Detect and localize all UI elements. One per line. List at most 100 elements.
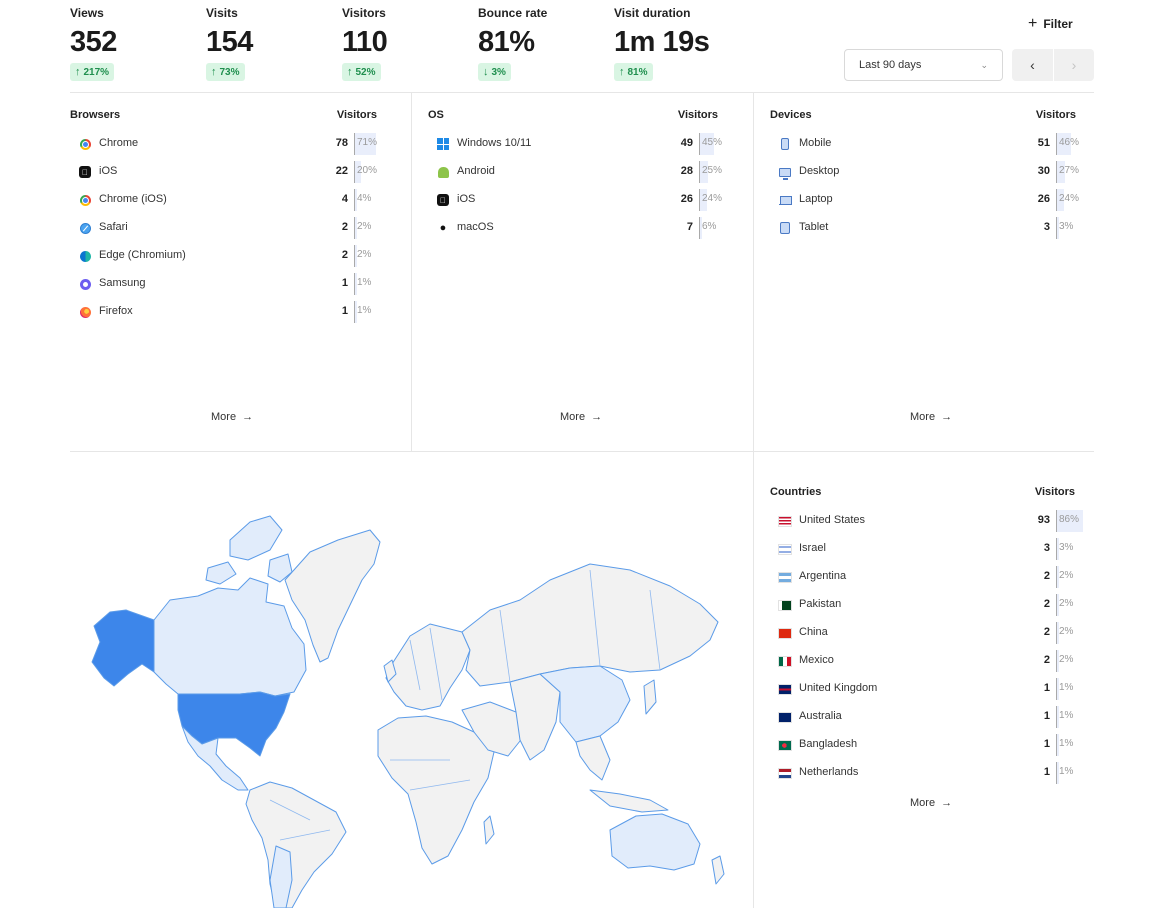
item-label: Mobile [799, 137, 832, 149]
list-item[interactable]: Pakistan 2 2% [770, 591, 1086, 619]
samsung-icon [78, 277, 92, 291]
metric-value: 154 [206, 26, 253, 58]
item-value: 2 [1043, 626, 1050, 638]
percent-bar [700, 133, 714, 155]
list-item[interactable]: Australia 1 1% [770, 703, 1086, 731]
list-item[interactable]: Safari 2 2% [70, 214, 384, 242]
filter-button[interactable]: + Filter [1028, 14, 1088, 34]
item-value: 4 [341, 193, 348, 205]
list-item[interactable]: Bangladesh 1 1% [770, 731, 1086, 759]
item-value: 22 [335, 165, 348, 177]
item-label: Firefox [99, 305, 133, 317]
arrow-right-icon: → [242, 411, 254, 423]
percent-bar [355, 133, 376, 155]
world-map[interactable] [70, 460, 744, 908]
item-label: Chrome (iOS) [99, 193, 167, 205]
arrow-up-icon: ↑ [75, 66, 81, 78]
list-item[interactable]: Android 28 25% [428, 158, 729, 186]
more-label: More [560, 411, 586, 423]
bangladesh-flag-icon [778, 738, 792, 752]
metric-visitors[interactable]: Visitors 110 ↑ 52% [342, 6, 388, 81]
item-value: 2 [1043, 570, 1050, 582]
item-percent: 46% [1059, 137, 1080, 148]
list-item[interactable]:  iOS 26 24% [428, 186, 729, 214]
percent-bar-track [699, 133, 729, 155]
list-item[interactable]: United States 93 86% [770, 507, 1086, 535]
percent-bar [355, 189, 357, 211]
percent-bar-track [1056, 622, 1086, 644]
metric-change-value: 81% [627, 66, 648, 78]
divider [753, 93, 754, 908]
windows-icon [436, 137, 450, 151]
list-item[interactable]: Mobile 51 46% [770, 130, 1086, 158]
list-item[interactable]: Chrome 78 71% [70, 130, 384, 158]
date-range-select[interactable]: Last 90 days ⌄ [844, 49, 1003, 81]
metric-bounce-rate[interactable]: Bounce rate 81% ↓ 3% [478, 6, 547, 81]
map-region-mexico [181, 725, 249, 791]
map-region-alaska [91, 609, 155, 687]
list-item[interactable]: Tablet 3 3% [770, 214, 1086, 242]
metric-visit-duration[interactable]: Visit duration 1m 19s ↑ 81% [614, 6, 710, 81]
percent-bar-track [1056, 510, 1086, 532]
devices-list: Mobile 51 46% Desktop 30 27% Laptop 26 24% Tablet… [770, 130, 1086, 242]
list-item[interactable]: Chrome (iOS) 4 4% [70, 186, 384, 214]
list-item[interactable]: Desktop 30 27% [770, 158, 1086, 186]
map-region-arctic-islands [205, 561, 237, 585]
percent-bar-track [354, 161, 384, 183]
list-item[interactable]: Windows 10/11 49 45% [428, 130, 729, 158]
metric-value: 110 [342, 26, 388, 58]
item-percent: 2% [1059, 570, 1074, 581]
metric-change-badge: ↑ 73% [206, 63, 245, 81]
metric-label: Views [70, 6, 104, 20]
percent-bar [355, 245, 357, 267]
arrow-right-icon: → [941, 797, 953, 809]
arrow-right-icon: → [591, 411, 603, 423]
item-percent: 1% [1059, 710, 1074, 721]
list-item[interactable]: United Kingdom 1 1% [770, 675, 1086, 703]
browsers-more-link[interactable]: More → [211, 411, 253, 423]
percent-bar-track [1056, 217, 1086, 239]
list-item[interactable]: Israel 3 3% [770, 535, 1086, 563]
list-item[interactable]: China 2 2% [770, 619, 1086, 647]
list-item[interactable]: Netherlands 1 1% [770, 759, 1086, 787]
metric-change-badge: ↓ 3% [478, 63, 511, 81]
item-label: United Kingdom [799, 682, 878, 694]
metric-visits[interactable]: Visits 154 ↑ 73% [206, 6, 253, 81]
list-item[interactable]: Edge (Chromium) 2 2% [70, 242, 384, 270]
previous-period-button[interactable]: ‹ [1012, 49, 1053, 81]
panel-metric-label: Visitors [677, 109, 718, 121]
map-region-greenland [284, 529, 381, 663]
list-item[interactable]: Laptop 26 24% [770, 186, 1086, 214]
percent-bar [355, 273, 357, 295]
percent-bar [355, 161, 361, 183]
laptop-icon [778, 193, 792, 207]
countries-more-link[interactable]: More → [910, 797, 952, 809]
filter-label: Filter [1043, 17, 1073, 31]
item-percent: 1% [1059, 682, 1074, 693]
list-item[interactable]: Samsung 1 1% [70, 270, 384, 298]
argentina-flag-icon [778, 570, 792, 584]
percent-bar-track [354, 189, 384, 211]
world-map-svg [91, 515, 725, 908]
metric-views[interactable]: Views 352 ↑ 217% [70, 6, 117, 81]
arrow-up-icon: ↑ [211, 66, 217, 78]
next-period-button[interactable]: › [1053, 49, 1094, 81]
metric-label: Visit duration [614, 6, 691, 20]
desktop-icon [778, 165, 792, 180]
list-item[interactable]: Argentina 2 2% [770, 563, 1086, 591]
ios-icon:  [78, 165, 92, 179]
map-region-south-america [245, 781, 347, 908]
list-item[interactable]: Firefox 1 1% [70, 298, 384, 326]
percent-bar-track [1056, 762, 1086, 784]
arrow-down-icon: ↓ [483, 66, 489, 78]
percent-bar [1057, 762, 1059, 784]
percent-bar-track [1056, 706, 1086, 728]
list-item[interactable]: Mexico 2 2% [770, 647, 1086, 675]
percent-bar-track [699, 189, 729, 211]
list-item[interactable]: ● macOS 7 6% [428, 214, 729, 242]
panel-title: Browsers [70, 109, 121, 121]
devices-more-link[interactable]: More → [910, 411, 952, 423]
list-item[interactable]:  iOS 22 20% [70, 158, 384, 186]
os-more-link[interactable]: More → [560, 411, 602, 423]
map-region-southeast-asia [575, 735, 611, 781]
